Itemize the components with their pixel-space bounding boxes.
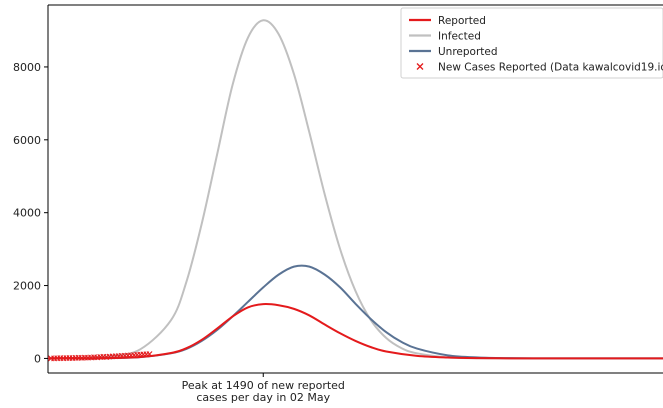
y-tick-label: 0 xyxy=(34,352,41,365)
legend-item: New Cases Reported (Data kawalcovid19.id… xyxy=(416,61,663,73)
legend-label: Reported xyxy=(438,15,486,27)
legend-x-marker xyxy=(416,63,424,70)
legend-box xyxy=(400,7,663,79)
y-tick-label: 8000 xyxy=(13,61,41,74)
x-tick-label-line: Peak at 1490 of new reported xyxy=(182,379,345,392)
series-layer xyxy=(47,19,663,362)
legend-item: Reported xyxy=(409,15,486,27)
legend-item: Infected xyxy=(409,30,481,42)
y-tick-label: 4000 xyxy=(13,207,41,220)
series-line-unreported xyxy=(47,264,663,360)
axes-frame xyxy=(47,4,663,374)
scatter-point-new-cases xyxy=(146,351,153,358)
legend-label: New Cases Reported (Data kawalcovid19.id… xyxy=(438,61,663,73)
series-line-reported xyxy=(47,303,663,360)
y-axis-ticks: 0 2000 4000 6000 8000 xyxy=(13,61,48,365)
legend-item: Unreported xyxy=(409,46,498,58)
y-tick-label: 6000 xyxy=(13,134,41,147)
legend: Reported Infected Unreported New Cases Repo… xyxy=(400,7,663,79)
x-tick-label-line: cases per day in 02 May xyxy=(196,391,330,404)
y-tick-label: 2000 xyxy=(13,280,41,293)
legend-label: Unreported xyxy=(438,46,498,58)
legend-label: Infected xyxy=(438,30,481,42)
